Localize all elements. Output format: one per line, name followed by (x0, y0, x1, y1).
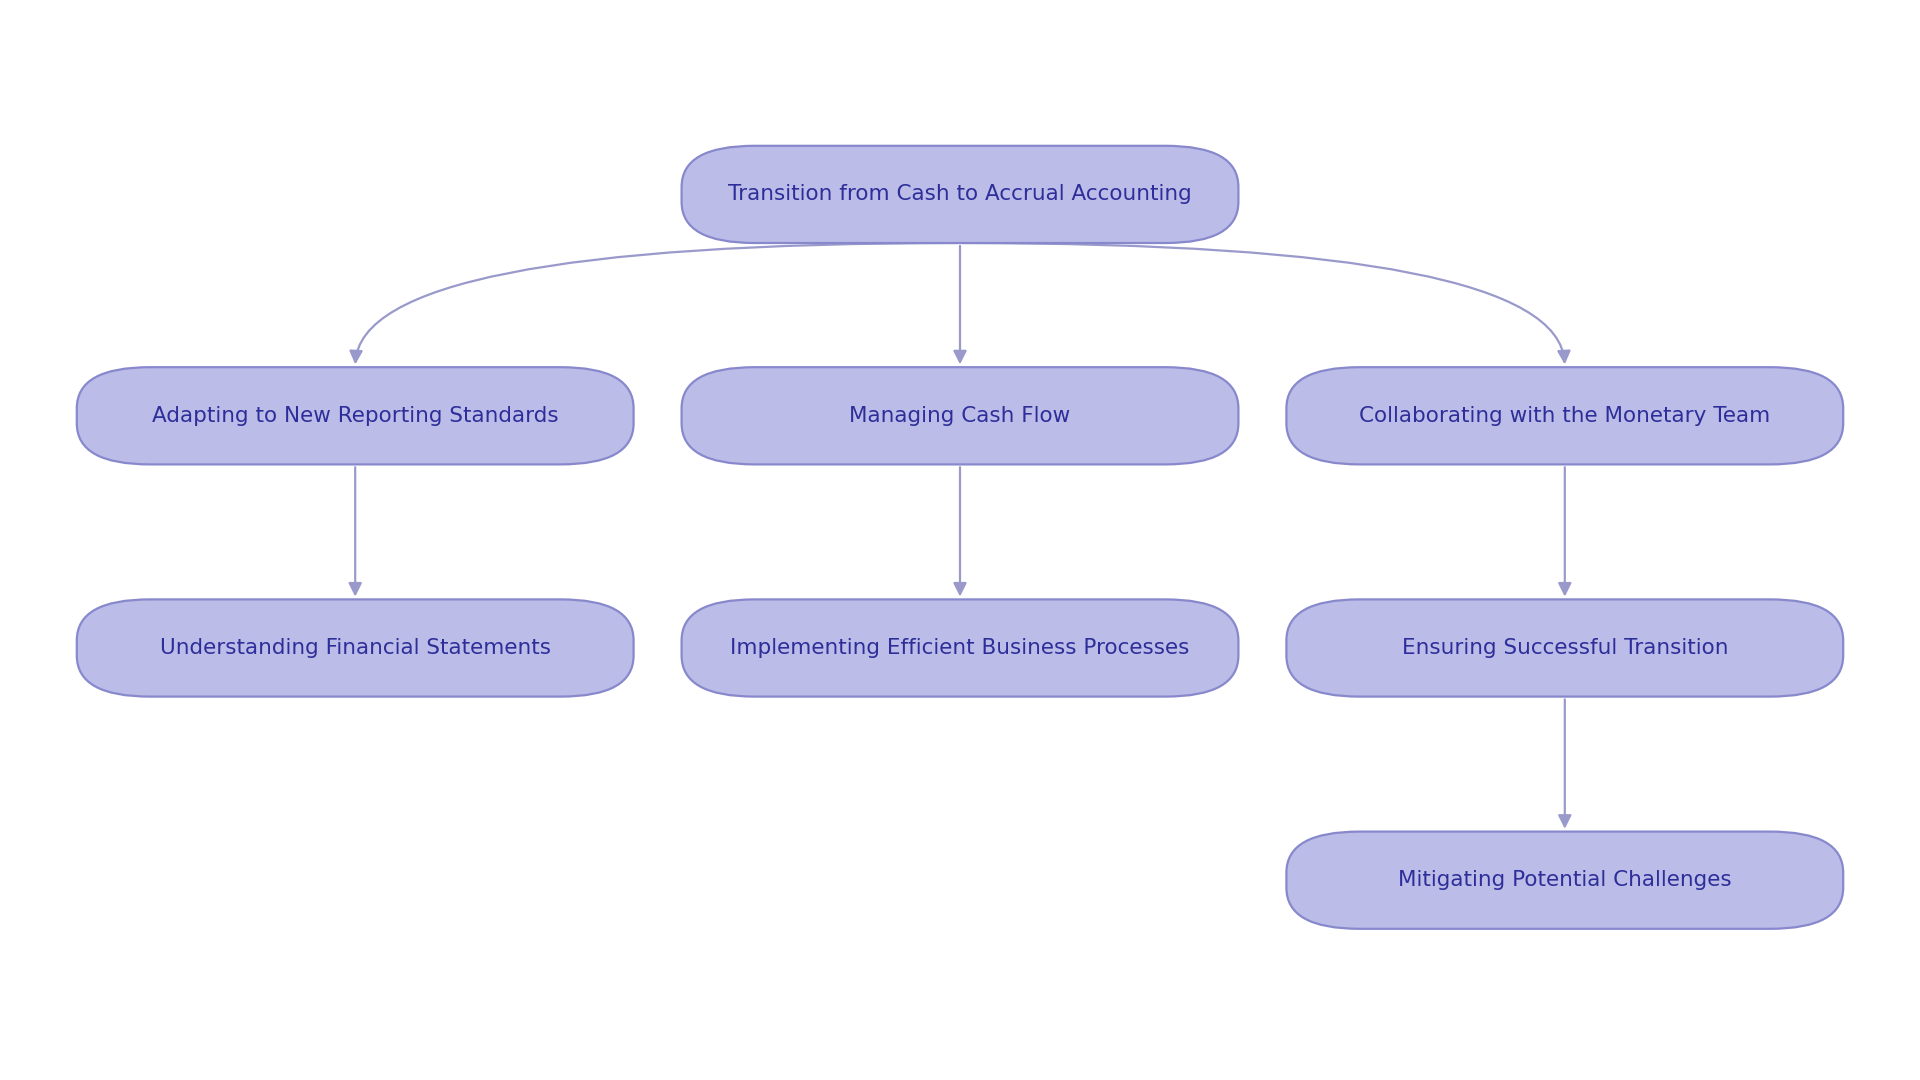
Text: Mitigating Potential Challenges: Mitigating Potential Challenges (1398, 870, 1732, 890)
FancyBboxPatch shape (77, 599, 634, 697)
FancyBboxPatch shape (1286, 832, 1843, 929)
Text: Managing Cash Flow: Managing Cash Flow (849, 406, 1071, 426)
Text: Understanding Financial Statements: Understanding Financial Statements (159, 638, 551, 658)
Text: Implementing Efficient Business Processes: Implementing Efficient Business Processe… (730, 638, 1190, 658)
FancyBboxPatch shape (682, 599, 1238, 697)
Text: Adapting to New Reporting Standards: Adapting to New Reporting Standards (152, 406, 559, 426)
Text: Transition from Cash to Accrual Accounting: Transition from Cash to Accrual Accounti… (728, 185, 1192, 204)
FancyBboxPatch shape (77, 367, 634, 464)
FancyBboxPatch shape (1286, 367, 1843, 464)
Text: Collaborating with the Monetary Team: Collaborating with the Monetary Team (1359, 406, 1770, 426)
FancyBboxPatch shape (682, 367, 1238, 464)
FancyBboxPatch shape (1286, 599, 1843, 697)
Text: Ensuring Successful Transition: Ensuring Successful Transition (1402, 638, 1728, 658)
FancyBboxPatch shape (682, 146, 1238, 243)
